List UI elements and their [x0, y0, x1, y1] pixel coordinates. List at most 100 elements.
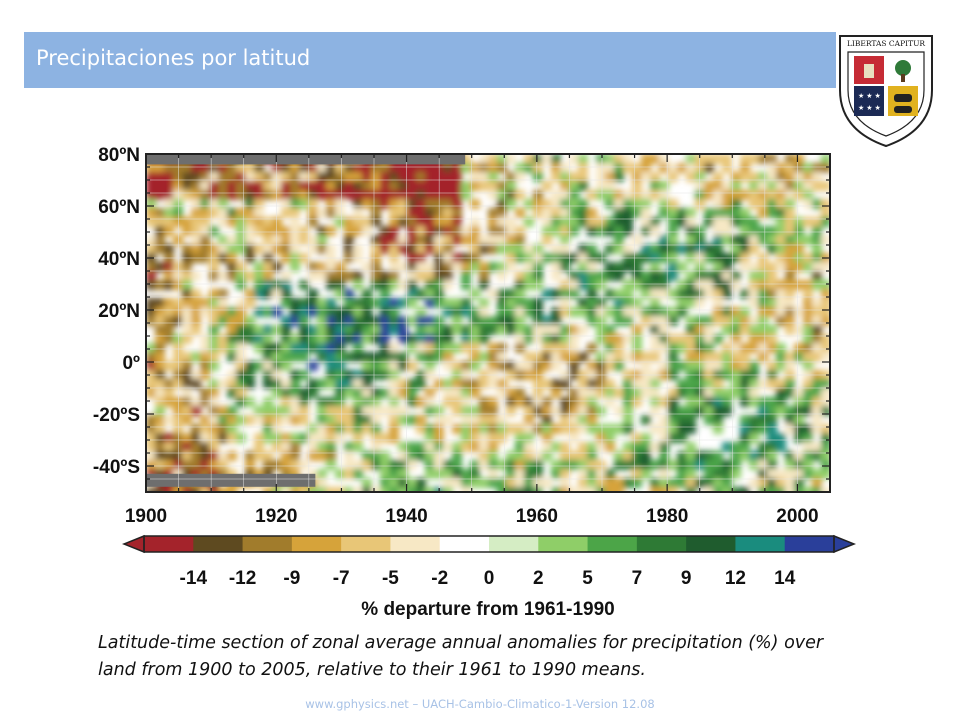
- heatmap-cell: [740, 397, 750, 407]
- heatmap-cell: [821, 352, 830, 362]
- heatmap-cell: [650, 352, 660, 362]
- heatmap-cell: [479, 451, 489, 461]
- heatmap-cell: [641, 469, 651, 479]
- heatmap-cell: [785, 298, 795, 308]
- heatmap-cell: [524, 469, 534, 479]
- heatmap-cell: [614, 172, 624, 182]
- heatmap-cell: [740, 325, 750, 335]
- heatmap-cell: [722, 163, 732, 173]
- heatmap-cell: [695, 226, 705, 236]
- heatmap-cell: [443, 415, 453, 425]
- heatmap-cell: [146, 172, 156, 182]
- x-tick-label: 1980: [646, 506, 688, 527]
- heatmap-cell: [713, 208, 723, 218]
- heatmap-cell: [380, 316, 390, 326]
- heatmap-cell: [596, 334, 606, 344]
- heatmap-cell: [200, 415, 210, 425]
- heatmap-cell: [443, 361, 453, 371]
- heatmap-cell: [614, 361, 624, 371]
- heatmap-cell: [785, 280, 795, 290]
- heatmap-cell: [191, 226, 201, 236]
- heatmap-cell: [614, 451, 624, 461]
- heatmap-cell: [281, 352, 291, 362]
- heatmap-cell: [542, 361, 552, 371]
- heatmap-cell: [209, 199, 219, 209]
- heatmap-cell: [335, 190, 345, 200]
- heatmap-cell: [407, 361, 417, 371]
- heatmap-cell: [524, 415, 534, 425]
- heatmap-cell: [812, 316, 822, 326]
- heatmap-cell: [776, 433, 786, 443]
- heatmap-cell: [290, 343, 300, 353]
- heatmap-cell: [353, 199, 363, 209]
- heatmap-cell: [731, 190, 741, 200]
- heatmap-cell: [317, 172, 327, 182]
- heatmap-cell: [173, 451, 183, 461]
- heatmap-cell: [299, 298, 309, 308]
- heatmap-cell: [371, 244, 381, 254]
- heatmap-cell: [263, 244, 273, 254]
- heatmap-cell: [362, 388, 372, 398]
- heatmap-cell: [389, 424, 399, 434]
- heatmap-cell: [785, 154, 795, 164]
- heatmap-cell: [389, 415, 399, 425]
- heatmap-cell: [308, 361, 318, 371]
- heatmap-cell: [533, 424, 543, 434]
- figure-caption: Latitude-time section of zonal average a…: [98, 633, 824, 680]
- heatmap-cell: [488, 424, 498, 434]
- heatmap-cell: [479, 478, 489, 488]
- heatmap-cell: [164, 415, 174, 425]
- heatmap-cell: [452, 226, 462, 236]
- heatmap-cell: [605, 226, 615, 236]
- heatmap-cell: [659, 460, 669, 470]
- heatmap-cell: [524, 397, 534, 407]
- heatmap-cell: [650, 442, 660, 452]
- heatmap-cell: [812, 298, 822, 308]
- heatmap-cell: [587, 307, 597, 317]
- heatmap-cell: [326, 334, 336, 344]
- heatmap-cell: [425, 388, 435, 398]
- heatmap-cell: [695, 451, 705, 461]
- x-tick-label: 1940: [385, 506, 427, 527]
- heatmap-cell: [326, 361, 336, 371]
- heatmap-cell: [659, 487, 669, 492]
- heatmap-cell: [245, 379, 255, 389]
- heatmap-cell: [722, 406, 732, 416]
- heatmap-cell: [407, 190, 417, 200]
- heatmap-cell: [389, 262, 399, 272]
- heatmap-cell: [542, 325, 552, 335]
- heatmap-cell: [578, 280, 588, 290]
- heatmap-cell: [227, 181, 237, 191]
- heatmap-cell: [245, 271, 255, 281]
- heatmap-cell: [218, 343, 228, 353]
- y-tick-label: 60ºN: [98, 197, 140, 218]
- heatmap-cell: [407, 280, 417, 290]
- heatmap-cell: [767, 451, 777, 461]
- heatmap-cell: [632, 460, 642, 470]
- heatmap-cell: [686, 226, 696, 236]
- heatmap-cell: [281, 316, 291, 326]
- heatmap-cell: [722, 235, 732, 245]
- heatmap-cell: [686, 352, 696, 362]
- heatmap-cell: [569, 415, 579, 425]
- heatmap-cell: [668, 460, 678, 470]
- heatmap-cell: [695, 262, 705, 272]
- heatmap-cell: [254, 190, 264, 200]
- heatmap-cell: [533, 478, 543, 488]
- heatmap-cell: [677, 343, 687, 353]
- heatmap-cell: [515, 334, 525, 344]
- heatmap-cell: [605, 262, 615, 272]
- heatmap-cell: [353, 271, 363, 281]
- heatmap-cell: [569, 199, 579, 209]
- heatmap-cell: [650, 298, 660, 308]
- heatmap-cell: [362, 190, 372, 200]
- heatmap-cell: [173, 190, 183, 200]
- heatmap-cell: [299, 172, 309, 182]
- heatmap-cell: [515, 289, 525, 299]
- heatmap-cell: [461, 478, 471, 488]
- heatmap-cell: [443, 343, 453, 353]
- heatmap-cell: [497, 307, 507, 317]
- heatmap-cell: [560, 343, 570, 353]
- heatmap-cell: [560, 226, 570, 236]
- heatmap-cell: [686, 244, 696, 254]
